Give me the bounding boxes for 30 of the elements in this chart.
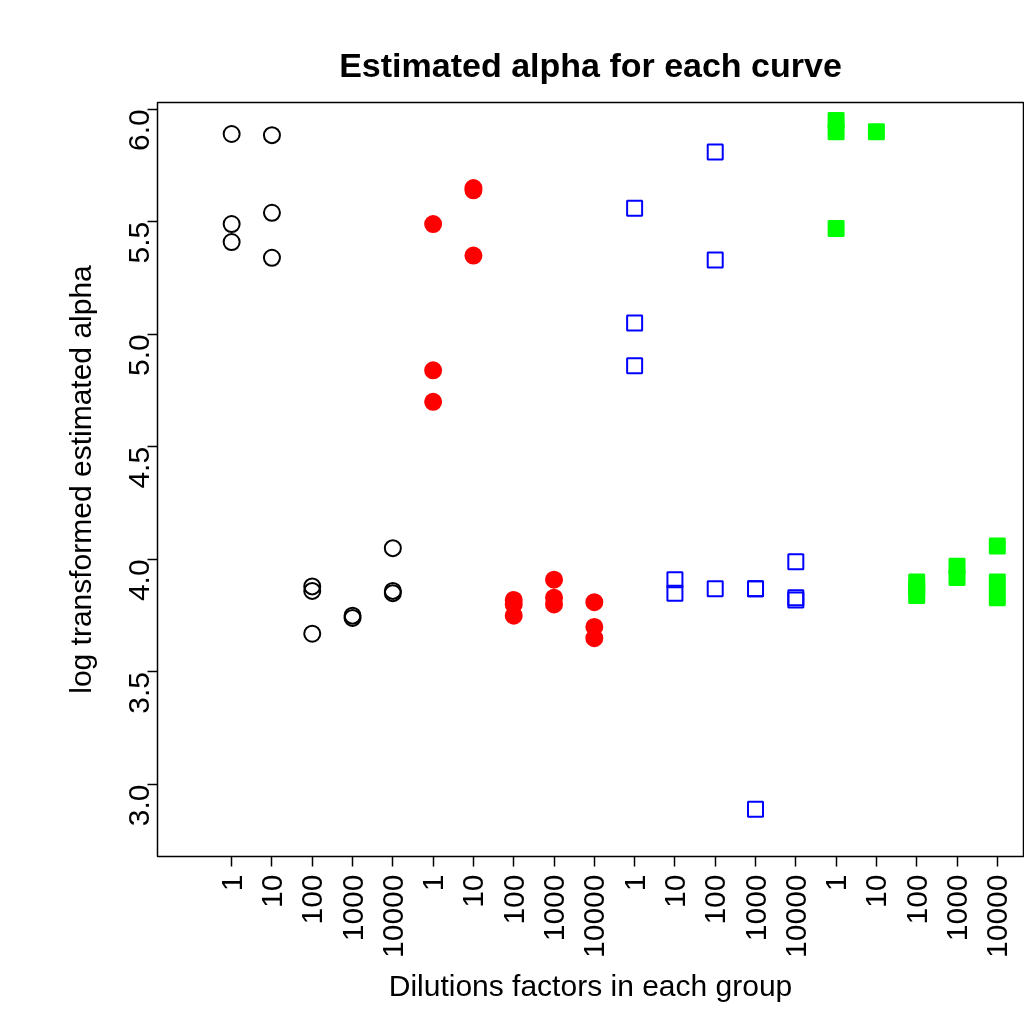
x-tick-label: 100	[899, 874, 933, 925]
y-tick-label: 3.5	[122, 671, 156, 714]
x-tick-label: 1	[416, 874, 450, 892]
x-tick-label: 10000	[980, 874, 1014, 958]
x-axis-title: Dilutions factors in each group	[388, 968, 793, 1002]
y-tick-label: 3.0	[122, 784, 156, 827]
x-tick-label: 1	[617, 874, 651, 892]
x-tick-label: 10000	[778, 874, 812, 958]
x-tick-label: 10000	[577, 874, 611, 958]
x-tick-label: 100	[496, 874, 530, 925]
y-axis-title: log transformed estimated alpha	[63, 264, 97, 694]
x-tick-label: 10	[456, 874, 490, 908]
x-tick-label: 10000	[375, 874, 409, 958]
x-tick-label: 100	[698, 874, 732, 925]
x-tick-label: 1000	[335, 874, 369, 942]
x-tick-label: 10	[859, 874, 893, 908]
x-tick-label: 1000	[738, 874, 772, 942]
y-tick-label: 5.5	[122, 221, 156, 264]
chart-title: Estimated alpha for each curve	[339, 45, 842, 84]
x-tick-label: 1	[819, 874, 853, 892]
y-tick-label: 5.0	[122, 334, 156, 377]
x-tick-label: 1000	[537, 874, 571, 942]
x-tick-label: 100	[295, 874, 329, 925]
y-tick-label: 4.5	[122, 446, 156, 489]
x-tick-label: 10	[254, 874, 288, 908]
y-tick-label: 6.0	[122, 109, 156, 151]
x-tick-label: 10	[657, 874, 691, 908]
y-tick-label: 4.0	[122, 559, 156, 602]
x-tick-label: 1000	[940, 874, 974, 942]
x-tick-label: 1	[214, 874, 248, 892]
